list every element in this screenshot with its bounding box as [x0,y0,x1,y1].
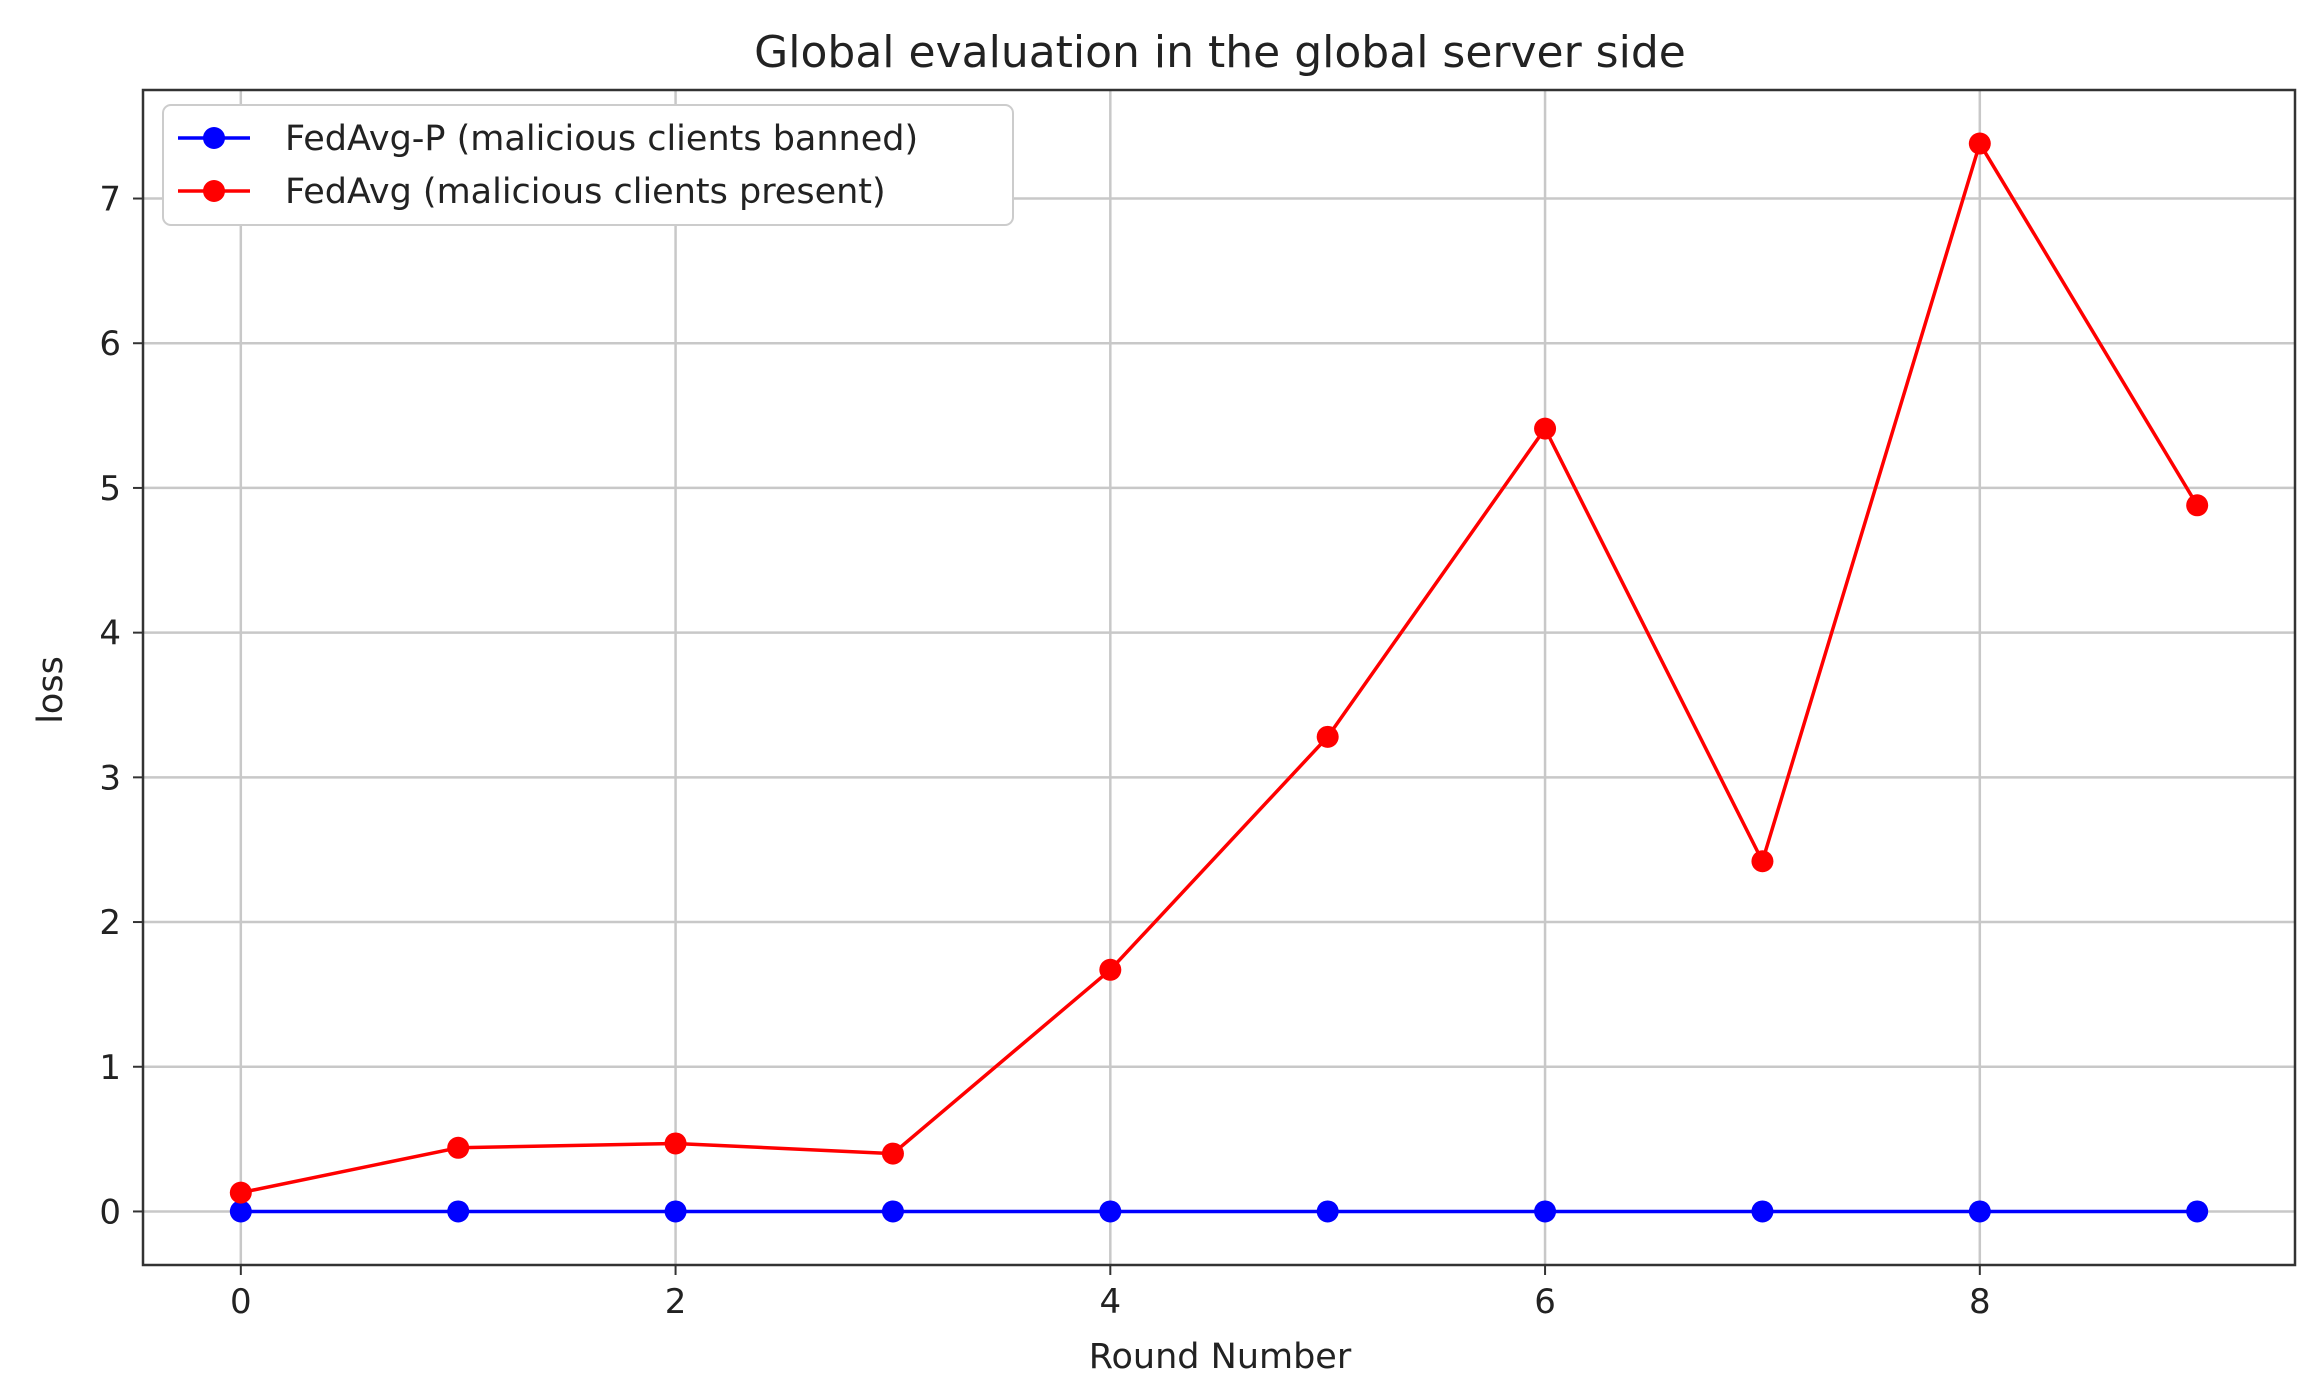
x-tick-label: 0 [230,1282,252,1322]
y-tick-label: 1 [99,1048,121,1088]
y-axis-label: loss [31,656,71,724]
data-point-0 [2186,1200,2209,1223]
y-tick-label: 4 [99,614,121,654]
y-tick-label: 6 [99,324,121,364]
y-tick-label: 7 [99,180,121,220]
data-point-0 [229,1200,252,1223]
legend-box [162,104,1014,226]
x-tick-label: 2 [665,1282,687,1322]
data-point-1 [1534,417,1557,440]
data-point-0 [1316,1200,1339,1223]
data-point-0 [1968,1200,1991,1223]
data-point-0 [1751,1200,1774,1223]
y-tick-label: 2 [99,903,121,943]
chart-title: Global evaluation in the global server s… [754,27,1686,78]
grid [143,90,2295,1265]
data-point-1 [229,1181,252,1204]
y-tick-label: 3 [99,758,121,798]
data-point-0 [1099,1200,1122,1223]
legend: FedAvg-P (malicious clients banned) FedAv… [162,104,1014,226]
plot-series [229,132,2209,1223]
x-tick-label: 6 [1534,1282,1556,1322]
data-point-0 [1534,1200,1557,1223]
x-tick-label: 4 [1099,1282,1121,1322]
data-point-1 [1316,725,1339,748]
x-axis-label: Round Number [1089,1337,1352,1377]
y-tick-label: 0 [99,1192,121,1232]
legend-label-0: FedAvg-P (malicious clients banned) [285,119,918,159]
series-line-1 [240,141,2199,1195]
data-point-1 [2186,494,2209,517]
legend-label-1: FedAvg (malicious clients present) [285,172,886,212]
data-point-0 [664,1200,687,1223]
data-point-0 [447,1200,470,1223]
legend-marker-0 [203,127,225,149]
plot-frame [141,88,2297,1267]
legend-marker-1 [203,180,225,202]
data-point-1 [664,1132,687,1155]
data-point-1 [881,1142,904,1165]
x-tick-label: 8 [1969,1282,1991,1322]
data-point-1 [1968,132,1991,155]
data-point-1 [1751,850,1774,873]
data-point-1 [447,1136,470,1159]
axis-ticks: 0 2 4 6 8 0 1 2 3 4 5 6 7 [99,180,1990,1322]
data-point-0 [881,1200,904,1223]
y-tick-label: 5 [99,469,121,509]
data-point-1 [1099,958,1122,981]
